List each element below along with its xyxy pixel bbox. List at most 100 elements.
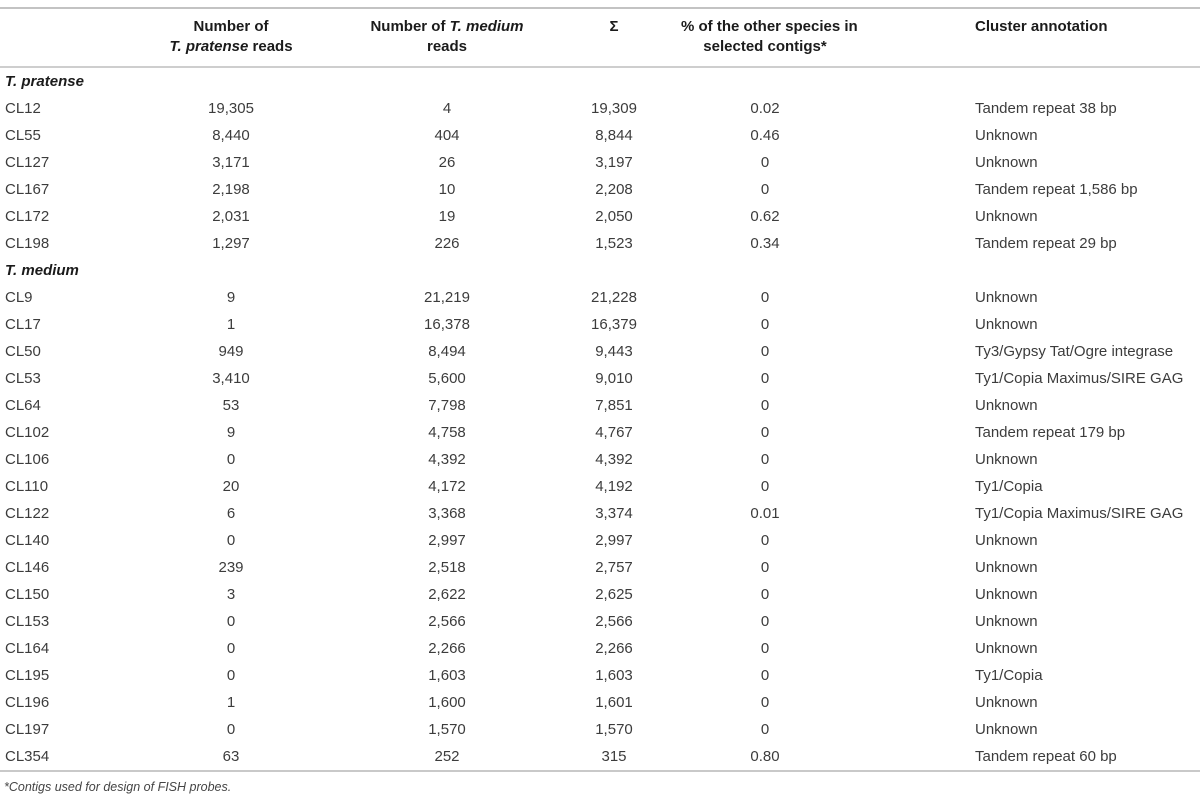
cell-cluster-id: CL50 [5, 343, 41, 360]
cell-pratense-reads: 0 [226, 640, 236, 657]
cell-medium-reads: 4,172 [428, 478, 466, 495]
cell-cluster-id: CL150 [5, 586, 50, 603]
species-name-italic: T. medium [449, 18, 524, 35]
cell-sum: 1,601 [595, 694, 633, 711]
cell-pratense-reads: 0 [226, 667, 236, 684]
cell-percent-other-species: 0 [760, 424, 770, 441]
table-row: CL102 9 4,758 4,767 0 Tandem repeat 179 … [0, 419, 1200, 446]
table-row: CL164 0 2,266 2,266 0 Unknown [0, 635, 1200, 662]
cell-cluster-id: CL198 [5, 235, 50, 252]
cell-cluster-annotation: Unknown [975, 532, 1038, 549]
cell-medium-reads: 226 [434, 235, 460, 252]
cell-percent-other-species: 0 [760, 559, 770, 576]
cell-percent-other-species: 0 [760, 181, 770, 198]
table-row: CL106 0 4,392 4,392 0 Unknown [0, 446, 1200, 473]
cell-pratense-reads: 20 [222, 478, 240, 495]
table-row: CL354 63 252 315 0.80 Tandem repeat 60 b… [0, 743, 1200, 771]
cell-percent-other-species: 0.46 [750, 127, 780, 144]
cell-percent-other-species: 0 [760, 343, 770, 360]
cell-cluster-id: CL9 [5, 289, 33, 306]
cell-cluster-annotation: Unknown [975, 640, 1038, 657]
cell-cluster-annotation: Tandem repeat 38 bp [975, 100, 1117, 117]
cell-cluster-id: CL17 [5, 316, 41, 333]
cell-pratense-reads: 949 [218, 343, 244, 360]
cell-pratense-reads: 0 [226, 721, 236, 738]
cell-sum: 4,192 [595, 478, 633, 495]
cell-pratense-reads: 239 [218, 559, 244, 576]
cell-percent-other-species: 0 [760, 478, 770, 495]
species-name-italic: T. pratense [169, 38, 249, 55]
cell-cluster-id: CL167 [5, 181, 50, 198]
table-row: CL53 3,410 5,600 9,010 0 Ty1/Copia Maxim… [0, 365, 1200, 392]
cell-cluster-annotation: Unknown [975, 208, 1038, 225]
read-counts-table: Number of T. pratense reads Number of T.… [0, 7, 1200, 772]
table-header-row: Number of T. pratense reads Number of T.… [0, 8, 1200, 68]
cell-pratense-reads: 9 [226, 424, 236, 441]
cell-pratense-reads: 1 [226, 316, 236, 333]
cell-cluster-annotation: Unknown [975, 316, 1038, 333]
header-line: T. pratense reads [115, 37, 347, 57]
cell-medium-reads: 252 [434, 748, 460, 765]
cell-cluster-annotation: Tandem repeat 179 bp [975, 424, 1126, 441]
cell-medium-reads: 4,758 [428, 424, 466, 441]
species-section-label: T. pratense [5, 73, 84, 90]
cell-cluster-id: CL55 [5, 127, 41, 144]
column-header-percent-other-species: % of the other species in selected conti… [681, 8, 858, 68]
cell-sum: 21,228 [591, 289, 637, 306]
cell-sum: 2,997 [595, 532, 633, 549]
cell-sum: 2,266 [595, 640, 633, 657]
cell-cluster-id: CL53 [5, 370, 41, 387]
cell-cluster-id: CL197 [5, 721, 50, 738]
header-line: Number of [193, 18, 269, 35]
cell-pratense-reads: 0 [226, 613, 236, 630]
cell-sum: 2,208 [595, 181, 633, 198]
cell-cluster-id: CL102 [5, 424, 50, 441]
cell-pratense-reads: 8,440 [212, 127, 250, 144]
cell-medium-reads: 7,798 [428, 397, 466, 414]
table-row: CL17 1 16,378 16,379 0 Unknown [0, 311, 1200, 338]
cell-medium-reads: 2,518 [428, 559, 466, 576]
cell-percent-other-species: 0 [760, 370, 770, 387]
cell-sum: 8,844 [595, 127, 633, 144]
cell-pratense-reads: 53 [222, 397, 240, 414]
cell-sum: 4,767 [595, 424, 633, 441]
cell-cluster-id: CL196 [5, 694, 50, 711]
cell-cluster-id: CL110 [5, 478, 49, 495]
cell-percent-other-species: 0.62 [750, 208, 780, 225]
cell-cluster-annotation: Unknown [975, 154, 1038, 171]
cell-percent-other-species: 0 [760, 667, 770, 684]
cell-cluster-annotation: Ty1/Copia Maximus/SIRE GAG [975, 370, 1184, 387]
cell-percent-other-species: 0 [760, 721, 770, 738]
cell-medium-reads: 2,622 [428, 586, 466, 603]
table-row: CL198 1,297 226 1,523 0.34 Tandem repeat… [0, 230, 1200, 257]
cell-sum: 2,566 [595, 613, 633, 630]
cell-medium-reads: 16,378 [424, 316, 470, 333]
cell-sum: 9,010 [595, 370, 633, 387]
cell-medium-reads: 10 [438, 181, 456, 198]
cell-pratense-reads: 3,171 [212, 154, 250, 171]
table-row: CL197 0 1,570 1,570 0 Unknown [0, 716, 1200, 743]
cell-percent-other-species: 0.01 [750, 505, 780, 522]
table-row: CL150 3 2,622 2,625 0 Unknown [0, 581, 1200, 608]
cell-pratense-reads: 63 [222, 748, 240, 765]
header-line-prefix: Number of [370, 18, 450, 35]
cell-pratense-reads: 2,198 [212, 181, 250, 198]
cell-percent-other-species: 0 [760, 154, 770, 171]
cell-percent-other-species: 0 [760, 316, 770, 333]
cell-sum: 7,851 [595, 397, 633, 414]
cell-cluster-id: CL354 [5, 748, 50, 765]
cell-medium-reads: 5,600 [428, 370, 466, 387]
cell-cluster-id: CL106 [5, 451, 50, 468]
column-header-cluster-annotation: Cluster annotation [849, 8, 1200, 68]
cell-cluster-id: CL12 [5, 100, 41, 117]
cell-medium-reads: 26 [438, 154, 456, 171]
cell-sum: 3,197 [595, 154, 633, 171]
cell-medium-reads: 4,392 [428, 451, 466, 468]
cell-sum: 2,050 [595, 208, 633, 225]
cell-medium-reads: 1,600 [428, 694, 466, 711]
table-row: CL122 6 3,368 3,374 0.01 Ty1/Copia Maxim… [0, 500, 1200, 527]
footnote: *Contigs used for design of FISH probes. [4, 780, 232, 794]
table-row: CL127 3,171 26 3,197 0 Unknown [0, 149, 1200, 176]
cell-cluster-annotation: Unknown [975, 289, 1038, 306]
cell-percent-other-species: 0.02 [750, 100, 780, 117]
